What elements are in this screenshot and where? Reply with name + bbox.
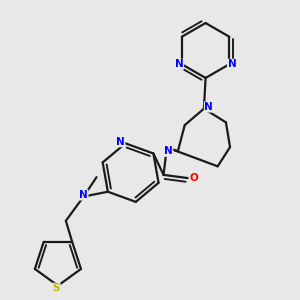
Text: N: N (175, 59, 184, 69)
Text: O: O (189, 173, 198, 183)
Text: N: N (228, 59, 236, 69)
Text: N: N (164, 146, 173, 156)
Text: N: N (204, 102, 213, 112)
Text: N: N (79, 190, 88, 200)
Text: S: S (52, 283, 60, 293)
Text: N: N (116, 137, 125, 147)
